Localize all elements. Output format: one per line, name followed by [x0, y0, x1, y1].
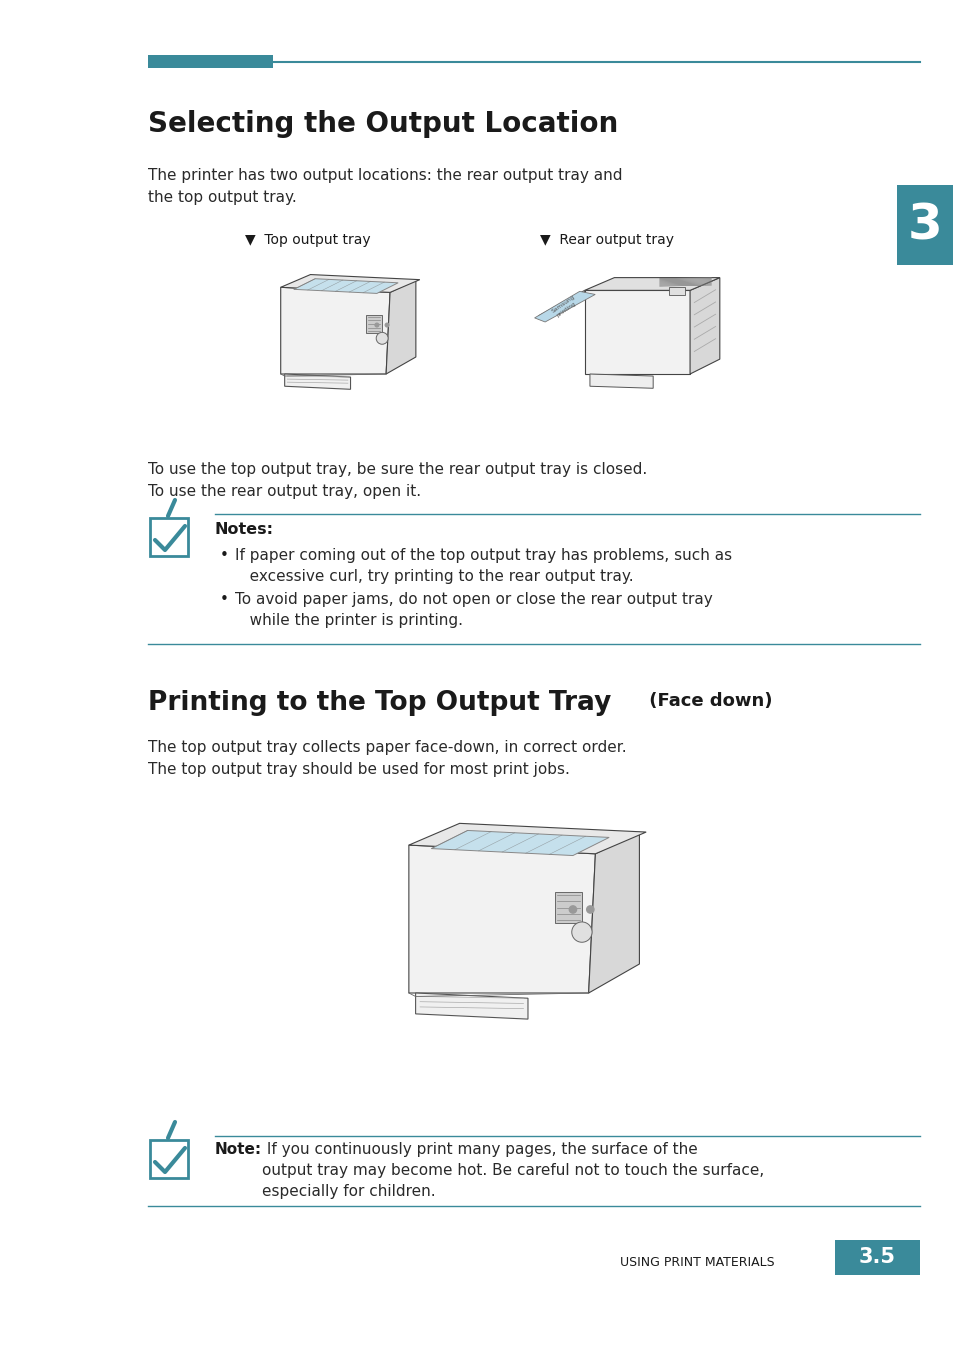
Polygon shape — [386, 280, 416, 374]
Polygon shape — [589, 374, 653, 388]
Polygon shape — [588, 832, 639, 993]
Circle shape — [568, 905, 577, 914]
Text: 3: 3 — [906, 201, 942, 249]
Circle shape — [375, 332, 388, 345]
Text: •: • — [220, 548, 229, 563]
Circle shape — [571, 922, 592, 942]
Polygon shape — [689, 277, 720, 374]
Polygon shape — [534, 291, 595, 322]
Text: •: • — [220, 592, 229, 607]
Bar — [668, 287, 684, 296]
Bar — [896, 184, 953, 265]
Bar — [148, 55, 273, 69]
Text: Printing to the Top Output Tray: Printing to the Top Output Tray — [148, 690, 611, 716]
Polygon shape — [294, 279, 397, 293]
Bar — [150, 1140, 188, 1178]
Text: USING PRINT MATERIALS: USING PRINT MATERIALS — [619, 1256, 774, 1268]
Circle shape — [374, 323, 379, 327]
Bar — [834, 1240, 919, 1275]
Text: Note:: Note: — [214, 1141, 262, 1158]
Polygon shape — [280, 275, 419, 292]
Polygon shape — [584, 277, 720, 291]
Bar — [150, 518, 188, 556]
Text: Notes:: Notes: — [214, 522, 274, 537]
Polygon shape — [409, 824, 645, 853]
Text: To use the top output tray, be sure the rear output tray is closed.
To use the r: To use the top output tray, be sure the … — [148, 462, 646, 499]
Circle shape — [585, 905, 594, 914]
Polygon shape — [584, 291, 689, 374]
Polygon shape — [538, 291, 584, 319]
Text: The top output tray collects paper face-down, in correct order.
The top output t: The top output tray collects paper face-… — [148, 740, 626, 777]
Bar — [366, 315, 382, 334]
Polygon shape — [416, 993, 527, 1019]
Polygon shape — [409, 845, 595, 993]
Text: The printer has two output locations: the rear output tray and
the top output tr: The printer has two output locations: th… — [148, 168, 622, 205]
Bar — [555, 892, 581, 923]
Text: (Face down): (Face down) — [642, 692, 772, 709]
Text: ▼  Rear output tray: ▼ Rear output tray — [539, 233, 673, 248]
Text: Selecting the Output Location: Selecting the Output Location — [148, 110, 618, 139]
Text: If paper coming out of the top output tray has problems, such as
   excessive cu: If paper coming out of the top output tr… — [234, 548, 731, 584]
Polygon shape — [280, 287, 390, 374]
Polygon shape — [284, 374, 350, 389]
Text: To avoid paper jams, do not open or close the rear output tray
   while the prin: To avoid paper jams, do not open or clos… — [234, 592, 712, 629]
Text: If you continuously print many pages, the surface of the
output tray may become : If you continuously print many pages, th… — [262, 1141, 763, 1199]
Circle shape — [384, 323, 389, 327]
Text: Samsung
printing: Samsung printing — [550, 295, 578, 319]
Text: 3.5: 3.5 — [858, 1246, 895, 1267]
Polygon shape — [431, 830, 609, 856]
Text: ▼  Top output tray: ▼ Top output tray — [245, 233, 370, 248]
